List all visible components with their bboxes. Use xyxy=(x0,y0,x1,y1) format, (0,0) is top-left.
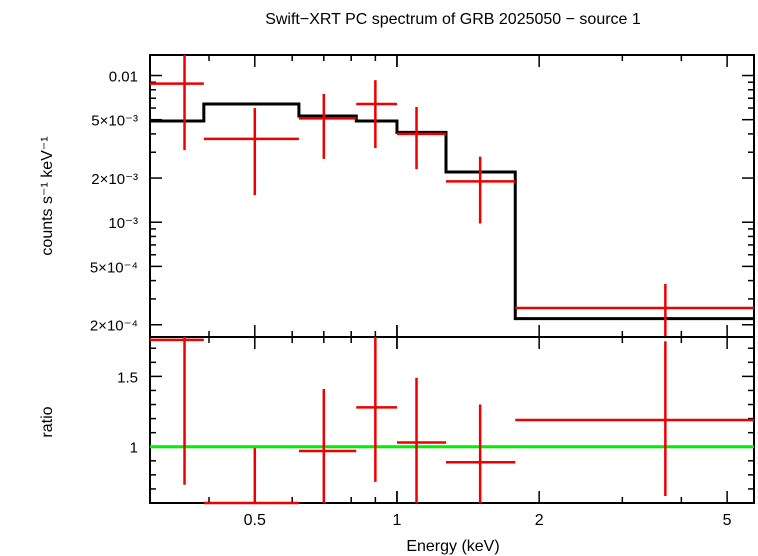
spectrum-panel: 0.01 5×10⁻³ 2×10⁻³ 10⁻³ 5×10⁻⁴ 2×10⁻⁴ xyxy=(90,54,755,338)
chart-title: Swift−XRT PC spectrum of GRB 2025050 − s… xyxy=(265,11,641,28)
model-step-line xyxy=(150,102,754,321)
x-tick-label: 0.5 xyxy=(244,512,266,529)
x-tick-label: 2 xyxy=(535,512,544,529)
x-tick-label: 1 xyxy=(393,512,402,529)
x-tick-label: 5 xyxy=(723,512,732,529)
y-tick-label: 2×10⁻³ xyxy=(91,171,138,188)
ratio-panel: 0.5 1 2 5 1.5 1 xyxy=(117,336,755,529)
y-tick-label: 0.01 xyxy=(109,69,138,86)
y-tick-label: 1 xyxy=(130,440,138,457)
y-tick-label: 1.5 xyxy=(117,369,138,386)
y-tick-label: 10⁻³ xyxy=(108,215,138,232)
plot-frame xyxy=(149,54,755,338)
y-axis-label-bottom: ratio xyxy=(39,406,56,437)
y-tick-label: 5×10⁻⁴ xyxy=(90,259,138,276)
y-axis-label-top: counts s⁻¹ keV⁻¹ xyxy=(39,136,56,255)
y-tick-label: 2×10⁻⁴ xyxy=(90,318,138,335)
y-tick-label: 5×10⁻³ xyxy=(91,113,138,130)
x-axis-label: Energy (keV) xyxy=(406,538,499,555)
